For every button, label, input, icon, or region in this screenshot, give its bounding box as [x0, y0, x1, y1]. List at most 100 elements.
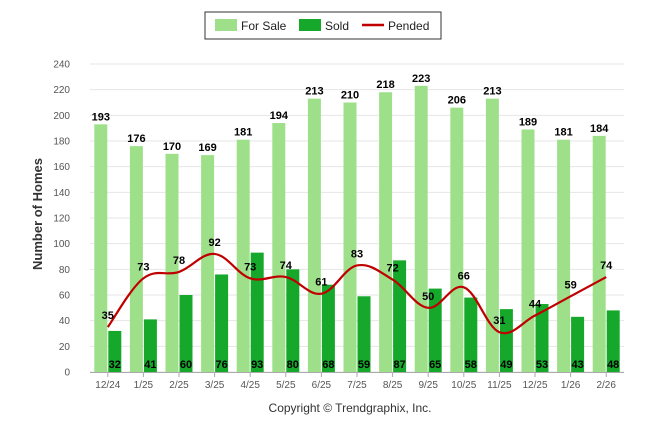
- sold-value-label: 76: [215, 359, 227, 371]
- for-sale-value-label: 223: [412, 73, 430, 85]
- sold-value-label: 53: [536, 359, 548, 371]
- legend-label-pended: Pended: [388, 19, 429, 33]
- y-tick-label: 240: [53, 60, 70, 71]
- legend: For Sale Sold Pended: [204, 11, 442, 40]
- y-tick-label: 120: [53, 214, 70, 225]
- pended-value-label: 66: [458, 270, 470, 282]
- bar-sold: [250, 252, 264, 372]
- bar-sold: [286, 269, 300, 372]
- x-axis: 12/24 1/25 2/25 3/25 4/25 5/25 6/25 7/25 8/25 9/2…: [95, 372, 616, 391]
- sold-value-label: 87: [393, 359, 405, 371]
- for-sale-value-label: 169: [198, 142, 216, 154]
- y-tick-label: 0: [64, 368, 70, 379]
- y-tick-label: 40: [59, 316, 71, 327]
- sold-value-label: 32: [109, 359, 121, 371]
- x-tick-label: 6/25: [312, 380, 332, 391]
- pended-value-label: 73: [244, 261, 256, 273]
- for-sale-value-label: 210: [341, 90, 359, 102]
- x-tick-label: 9/25: [418, 380, 438, 391]
- sold-value-label: 68: [322, 359, 334, 371]
- for-sale-value-label: 176: [127, 133, 145, 145]
- bar-sold: [606, 310, 620, 372]
- for-sale-value-label: 170: [163, 141, 181, 153]
- bar-for-sale: [201, 155, 215, 372]
- pended-line: [106, 252, 607, 335]
- pended-value-label: 35: [102, 310, 114, 322]
- bar-for-sale: [592, 135, 606, 372]
- bar-sold: [357, 296, 371, 372]
- legend-box: [204, 11, 442, 40]
- bar-for-sale: [414, 85, 428, 373]
- x-tick-label: 2/26: [596, 380, 616, 391]
- bar-for-sale: [379, 92, 393, 372]
- pended-value-label: 74: [600, 260, 613, 272]
- pended-value-label: 72: [386, 263, 398, 275]
- sold-value-label: 41: [144, 359, 156, 371]
- bar-for-sale: [94, 124, 108, 372]
- sold-value-label: 58: [465, 359, 477, 371]
- pended-value-label: 31: [493, 315, 505, 327]
- for-sale-value-label: 189: [519, 116, 537, 128]
- y-tick-label: 20: [59, 342, 71, 353]
- bar-sold: [571, 316, 585, 372]
- bar-sold: [464, 297, 478, 372]
- x-tick-label: 8/25: [383, 380, 403, 391]
- pended-value-label: 74: [280, 260, 293, 272]
- bar-sold: [179, 295, 193, 372]
- x-tick-label: 2/25: [169, 380, 189, 391]
- pended-value-label: 61: [315, 277, 327, 289]
- legend-label-for-sale: For Sale: [241, 19, 287, 33]
- for-sale-value-label: 181: [554, 127, 572, 139]
- pended-value-label: 78: [173, 255, 185, 267]
- bar-for-sale: [236, 139, 250, 372]
- copyright-text: Copyright © Trendgraphix, Inc.: [269, 401, 432, 415]
- x-tick-label: 12/24: [95, 380, 120, 391]
- pended-value-label: 73: [137, 261, 149, 273]
- bar-sold: [535, 303, 549, 372]
- sold-value-label: 65: [429, 359, 441, 371]
- pended-value-label: 92: [208, 237, 220, 249]
- legend-swatch-sold: [299, 19, 321, 31]
- y-tick-label: 80: [59, 265, 71, 276]
- bar-sold: [108, 330, 122, 372]
- pended-value-label: 44: [529, 299, 542, 311]
- y-axis-label: Number of Homes: [30, 158, 45, 270]
- x-tick-label: 1/26: [561, 380, 581, 391]
- x-tick-label: 3/25: [205, 380, 225, 391]
- x-tick-label: 11/25: [487, 380, 512, 391]
- for-sale-value-label: 184: [590, 123, 609, 135]
- sold-value-label: 43: [571, 359, 583, 371]
- for-sale-value-label: 218: [376, 79, 394, 91]
- x-tick-label: 7/25: [347, 380, 367, 391]
- bar-sold: [143, 319, 157, 372]
- bar-sold: [215, 274, 229, 372]
- bar-for-sale: [485, 98, 499, 373]
- for-sale-value-label: 206: [448, 95, 466, 107]
- bar-for-sale: [165, 153, 179, 372]
- y-tick-label: 200: [53, 111, 70, 122]
- legend-swatch-for-sale: [215, 19, 237, 31]
- for-sale-value-label: 213: [483, 86, 501, 98]
- bar-for-sale: [557, 139, 571, 372]
- x-tick-label: 1/25: [134, 380, 154, 391]
- y-tick-label: 220: [53, 85, 70, 96]
- x-tick-label: 12/25: [522, 380, 547, 391]
- y-tick-label: 180: [53, 137, 70, 148]
- for-sale-value-label: 194: [270, 110, 289, 122]
- bars: [94, 85, 620, 373]
- bar-for-sale: [272, 123, 286, 373]
- for-sale-value-label: 181: [234, 127, 252, 139]
- bar-for-sale: [307, 98, 321, 373]
- y-tick-label: 100: [53, 239, 70, 250]
- x-tick-label: 4/25: [240, 380, 260, 391]
- bar-sold: [428, 288, 442, 372]
- bar-sold: [499, 309, 513, 372]
- sold-value-label: 59: [358, 359, 370, 371]
- sold-value-label: 93: [251, 359, 263, 371]
- bar-for-sale: [343, 102, 357, 372]
- bar-sold: [321, 284, 335, 372]
- pended-value-label: 59: [564, 279, 576, 291]
- bar-for-sale: [450, 107, 464, 372]
- pended-value-label: 83: [351, 248, 363, 260]
